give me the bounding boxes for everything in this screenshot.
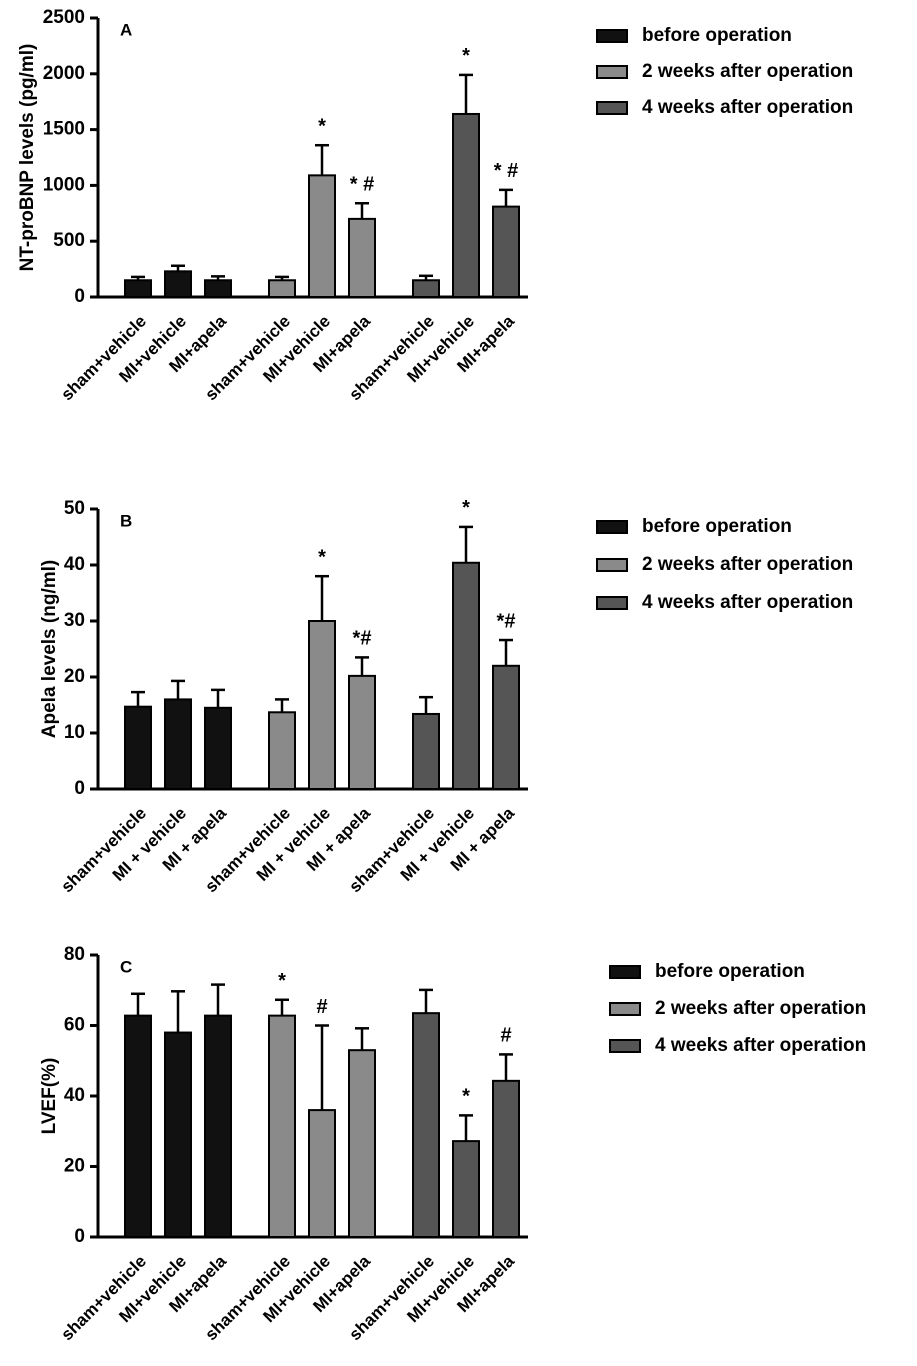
y-tick-label: 0 (74, 1226, 85, 1247)
legend-swatch (596, 65, 628, 79)
bar (308, 1109, 336, 1238)
y-tick-label: 40 (64, 554, 85, 575)
legend-swatch (609, 1039, 641, 1053)
legend-label: 4 weeks after operation (642, 592, 853, 613)
panel-label: B (120, 511, 132, 530)
legend-label: 2 weeks after operation (655, 998, 866, 1019)
significance-mark: * (278, 970, 286, 992)
y-tick-label: 0 (74, 778, 85, 799)
legend-label: before operation (642, 516, 792, 537)
bar (492, 205, 520, 299)
y-tick-label: 10 (64, 722, 85, 743)
legend-label: before operation (642, 25, 792, 46)
bar (452, 112, 480, 298)
legend-label: 2 weeks after operation (642, 61, 853, 82)
bar (348, 1049, 376, 1239)
significance-mark: *# (497, 610, 516, 632)
significance-mark: * # (494, 160, 518, 182)
legend-label: before operation (655, 961, 805, 982)
legend-swatch (609, 965, 641, 979)
significance-mark: # (500, 1025, 511, 1047)
bar (164, 270, 192, 298)
y-tick-label: 20 (64, 1156, 85, 1177)
y-tick-label: 2000 (43, 63, 85, 84)
legend-label: 4 weeks after operation (655, 1035, 866, 1056)
significance-mark: *# (353, 628, 372, 650)
bar (348, 674, 376, 791)
panel-label: A (120, 20, 132, 39)
bar (452, 561, 480, 791)
y-tick-label: 60 (64, 1015, 85, 1036)
y-tick-label: 40 (64, 1085, 85, 1106)
legend-label: 4 weeks after operation (642, 97, 853, 118)
legend-swatch (596, 520, 628, 534)
bar (492, 1079, 520, 1239)
significance-mark: * (462, 497, 470, 519)
legend-swatch (596, 101, 628, 115)
bar (492, 664, 520, 790)
bar (164, 698, 192, 791)
bar (268, 279, 296, 299)
legend-swatch (596, 596, 628, 610)
legend-label: 2 weeks after operation (642, 554, 853, 575)
significance-mark: * (462, 1086, 470, 1108)
y-tick-label: 500 (53, 230, 85, 251)
significance-mark: * (318, 116, 326, 138)
bar (412, 279, 440, 299)
y-tick-label: 0 (74, 286, 85, 307)
significance-mark: * (462, 45, 470, 67)
bar (268, 711, 296, 791)
bar (124, 705, 152, 790)
significance-mark: # (316, 996, 327, 1018)
bar (308, 620, 336, 790)
y-tick-label: 30 (64, 610, 85, 631)
panel-label: C (120, 957, 132, 976)
bar (348, 217, 376, 299)
bar (308, 174, 336, 298)
y-tick-label: 20 (64, 666, 85, 687)
y-tick-label: 80 (64, 944, 85, 965)
bar (412, 1012, 440, 1238)
y-tick-label: 50 (64, 498, 85, 519)
legend-swatch (609, 1002, 641, 1016)
y-axis-label: Apela levels (ng/ml) (39, 560, 60, 738)
y-tick-label: 1500 (43, 119, 85, 140)
significance-mark: * (318, 546, 326, 568)
bar (412, 712, 440, 791)
legend-swatch (596, 558, 628, 572)
y-tick-label: 2500 (43, 7, 85, 28)
bar (204, 279, 232, 299)
legend-swatch (596, 29, 628, 43)
bar (164, 1031, 192, 1239)
bar (124, 279, 152, 299)
y-axis-label: LVEF(%) (39, 1058, 60, 1135)
bar (268, 1014, 296, 1238)
y-axis-label: NT-proBNP levels (pg/ml) (17, 44, 38, 272)
bar (204, 1014, 232, 1238)
significance-mark: * # (350, 174, 374, 196)
bar (452, 1140, 480, 1238)
bar (204, 706, 232, 790)
bar (124, 1014, 152, 1238)
y-tick-label: 1000 (43, 174, 85, 195)
